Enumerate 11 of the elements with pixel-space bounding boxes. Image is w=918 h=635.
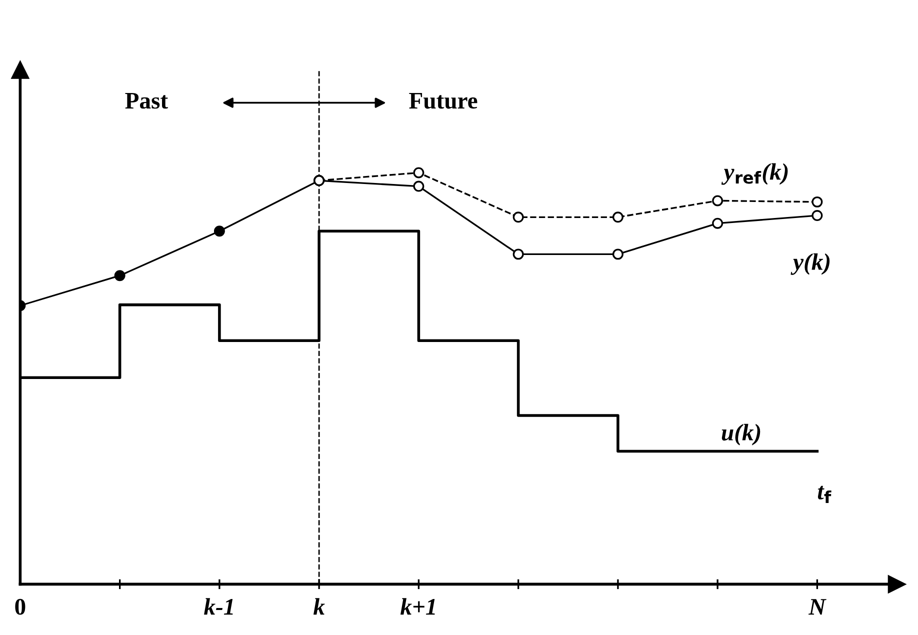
text: Past [125,92,168,109]
series-label: y(k) [790,253,830,275]
x-tick-label: N [808,599,826,615]
text: Future [409,92,478,109]
annotation: t$_{f}$ [818,486,832,504]
series-label: y$_{ref}$(k) [721,163,788,185]
series-label: u(k) [722,424,760,446]
x-tick-label: k+1 [400,598,435,615]
x-tick-label: k [313,598,325,615]
x-tick-label: 0 [15,598,26,615]
x-tick-label: k-1 [204,598,233,615]
